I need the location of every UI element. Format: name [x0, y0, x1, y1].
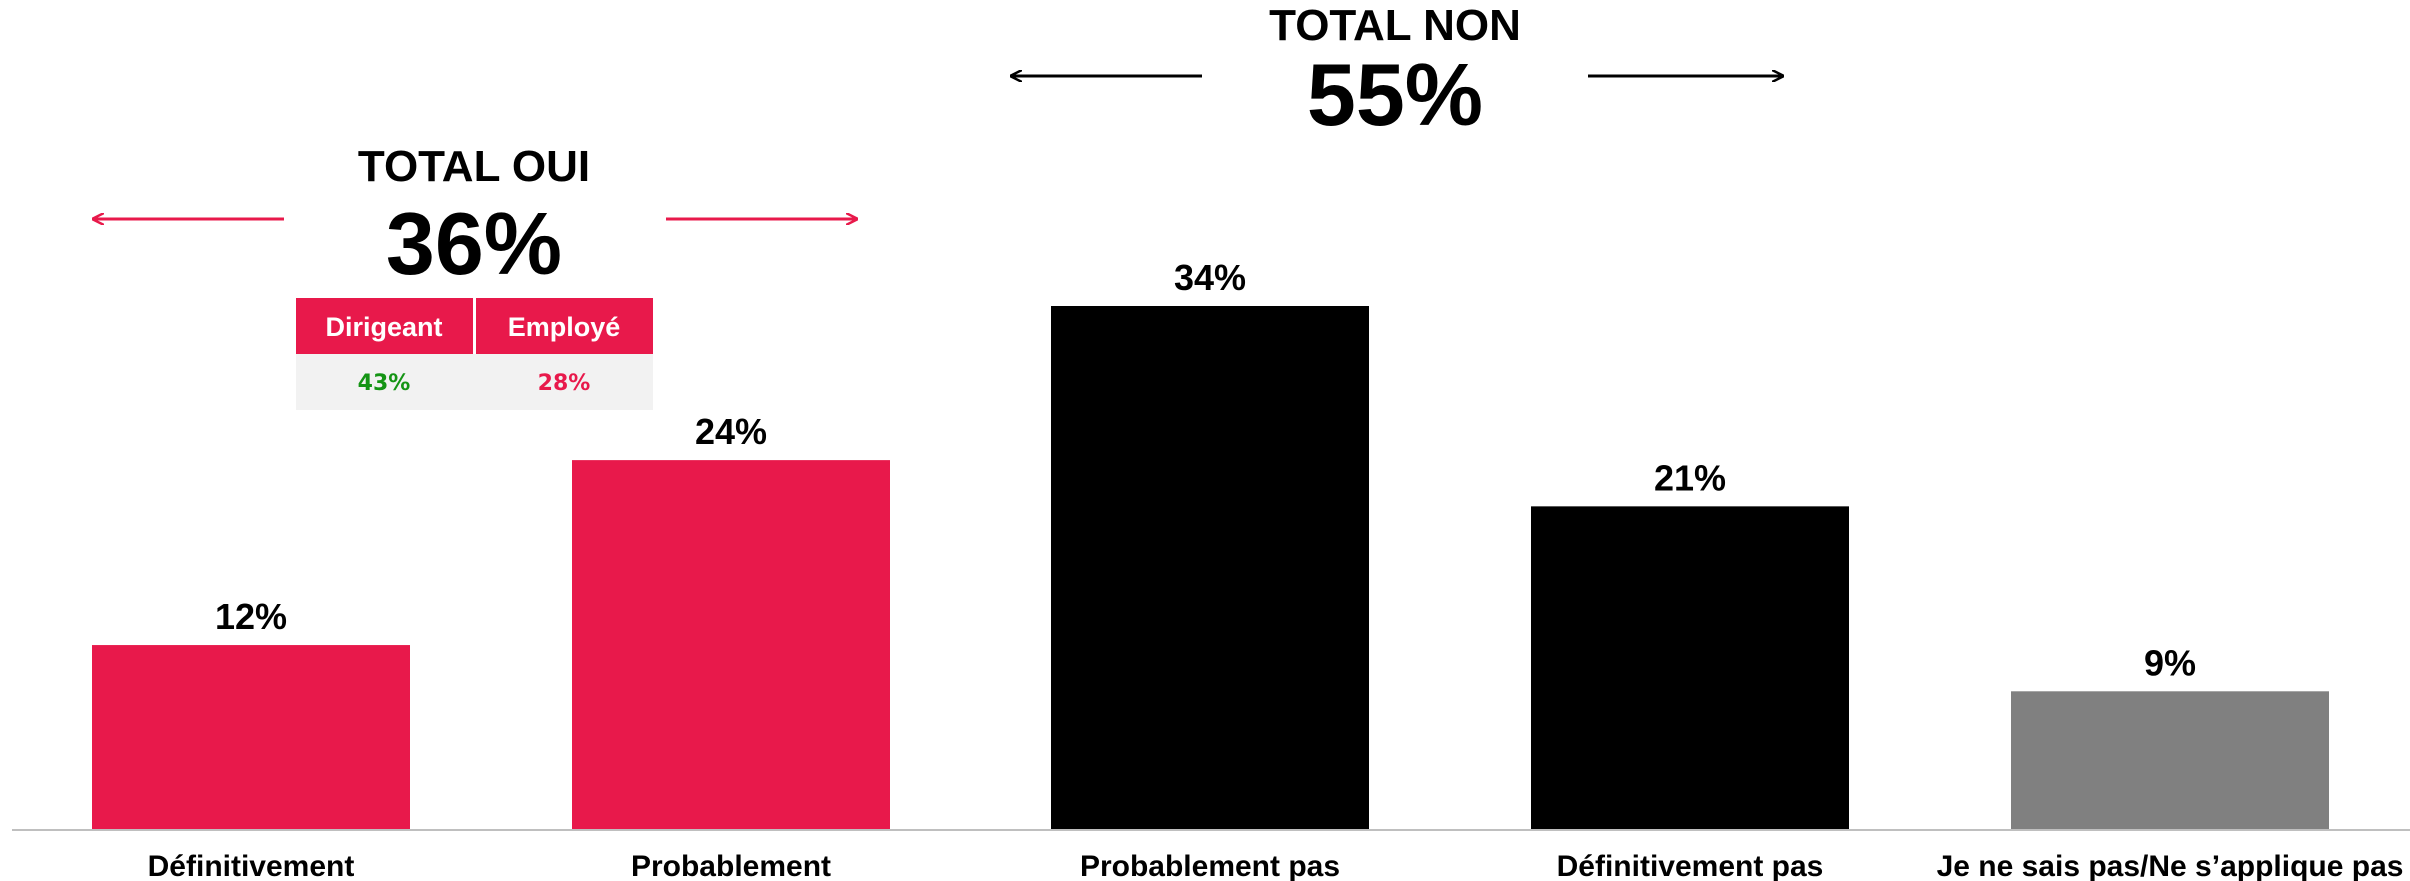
category-label-2: Probablement	[631, 850, 831, 881]
category-labels-layer: Définitivement Probablement Probablement p…	[148, 850, 2404, 881]
bars-layer	[92, 306, 2329, 830]
total-non-annotation: TOTAL NON 55%	[1012, 1, 1782, 144]
total-oui-value: 36%	[386, 194, 562, 293]
value-label-1: 12%	[215, 596, 287, 637]
value-label-5: 9%	[2144, 642, 2196, 683]
total-oui-annotation: TOTAL OUI 36% Dirigeant Employé 43% 28%	[94, 142, 856, 410]
category-label-1: Définitivement	[148, 850, 355, 881]
total-oui-title: TOTAL OUI	[358, 142, 590, 191]
category-label-5: Je ne sais pas/Ne s’applique pas	[1937, 850, 2404, 881]
category-label-3: Probablement pas	[1080, 850, 1340, 881]
breakdown-header-employe-bg	[476, 298, 653, 354]
bar-5	[2011, 691, 2329, 830]
breakdown-header-dirigeant: Dirigeant	[325, 312, 442, 342]
bar-3	[1051, 306, 1369, 830]
breakdown-header-employe: Employé	[508, 312, 621, 342]
value-label-2: 24%	[695, 411, 767, 452]
breakdown-value-employe: 28%	[538, 371, 591, 396]
total-non-value: 55%	[1307, 45, 1483, 144]
category-label-4: Définitivement pas	[1557, 850, 1824, 881]
value-label-3: 34%	[1174, 257, 1246, 298]
breakdown-table: Dirigeant Employé 43% 28%	[296, 298, 653, 410]
total-non-title: TOTAL NON	[1269, 1, 1521, 50]
bar-1	[92, 645, 410, 830]
value-label-4: 21%	[1654, 457, 1726, 498]
breakdown-header-dirigeant-bg	[296, 298, 473, 354]
value-labels-layer: 12% 24% 34% 21% 9%	[215, 257, 2196, 683]
breakdown-value-dirigeant: 43%	[358, 371, 411, 396]
bar-2	[572, 460, 890, 830]
bar-4	[1531, 506, 1849, 830]
breakdown-values-bg	[296, 354, 653, 410]
